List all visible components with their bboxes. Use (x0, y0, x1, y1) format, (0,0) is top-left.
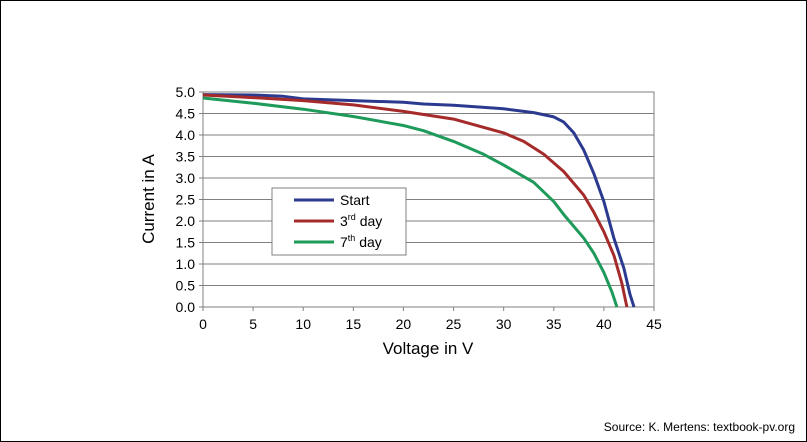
x-tick-label: 15 (346, 316, 362, 332)
x-tick-label: 10 (295, 316, 311, 332)
y-tick-label: 3.5 (176, 149, 196, 165)
legend-label-1: 3rd day (340, 212, 382, 229)
series-line-0 (202, 93, 636, 308)
y-tick-label: 4.5 (176, 106, 196, 122)
legend-label-2: 7th day (340, 233, 382, 250)
x-tick-label: 40 (596, 316, 612, 332)
x-tick-label: 20 (396, 316, 412, 332)
series-line-2 (202, 96, 619, 308)
y-tick-label: 3.0 (176, 170, 196, 186)
x-tick-label: 25 (446, 316, 462, 332)
x-tick-label: 45 (646, 316, 662, 332)
axis-ticks: 0.0 0.5 1.0 1.5 2.0 2.5 3.0 3.5 4.0 4.5 5.0 0 5 10 15 2… (176, 84, 662, 332)
y-tick-label: 4.0 (176, 127, 196, 143)
x-tick-label: 35 (546, 316, 562, 332)
y-tick-label: 1.5 (176, 235, 196, 251)
source-credit: Source: K. Mertens: textbook-pv.org (603, 420, 795, 434)
series-lines (202, 93, 636, 308)
y-tick-label: 0.5 (176, 278, 196, 294)
x-axis-title: Voltage in V (383, 339, 474, 358)
series-line-1 (202, 93, 629, 308)
x-tick-label: 5 (249, 316, 257, 332)
x-tick-label: 30 (496, 316, 512, 332)
y-tick-label: 5.0 (176, 84, 196, 100)
legend-label-0: Start (340, 192, 370, 208)
y-tick-label: 2.5 (176, 192, 196, 208)
y-tick-label: 0.0 (176, 299, 196, 315)
y-axis-title: Current in A (139, 153, 158, 243)
x-tick-label: 0 (199, 316, 207, 332)
legend: Start 3rd day 7th day (271, 187, 407, 256)
y-tick-label: 2.0 (176, 213, 196, 229)
legend-box (271, 187, 407, 256)
y-tick-label: 1.0 (176, 256, 196, 272)
